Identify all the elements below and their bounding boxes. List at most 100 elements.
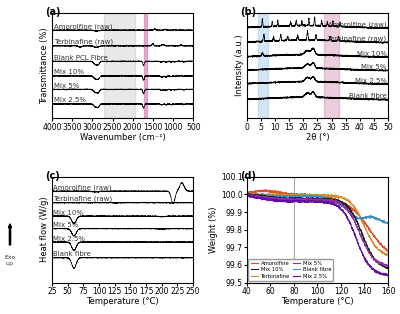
Mix 5% (259, 195, 264, 199)
Legend: Amorolfine, Mix 10%, Terbinafine, Mix 5%, Blank fibre, Mix 2.5%: Amorolfine, Mix 10%, Terbinafine, Mix 5%… (248, 259, 333, 281)
Mix 5% (244, 193, 249, 197)
Terbinafine (342, 197, 346, 201)
Mix 2.5% (259, 196, 264, 200)
Terbinafine (307, 193, 312, 197)
Amorolfine (342, 202, 346, 206)
Mix 10% (386, 267, 390, 270)
Blank fibre (259, 193, 264, 197)
Amorolfine (307, 194, 312, 198)
Terbinafine (355, 210, 360, 214)
Text: (c): (c) (45, 171, 60, 181)
Text: Mix 5%: Mix 5% (54, 83, 79, 89)
Amorolfine (259, 190, 264, 194)
Mix 5% (355, 225, 360, 228)
Text: Terbinafine (raw): Terbinafine (raw) (54, 39, 113, 45)
Terbinafine (266, 192, 271, 195)
Text: Blank fibre: Blank fibre (53, 251, 91, 257)
Bar (144, 13, 147, 118)
Mix 2.5% (244, 195, 249, 198)
Mix 10% (386, 266, 390, 270)
Text: Amorolfine (raw): Amorolfine (raw) (53, 184, 112, 191)
Mix 5% (252, 193, 256, 197)
Mix 2.5% (386, 274, 390, 278)
Terbinafine (357, 214, 362, 218)
Text: Terbinafine (raw): Terbinafine (raw) (328, 36, 386, 42)
Blank fibre (302, 195, 306, 199)
Mix 2.5% (355, 238, 360, 242)
Amorolfine (244, 192, 249, 195)
Blank fibre (244, 192, 249, 196)
Text: Amorolfine (raw): Amorolfine (raw) (328, 21, 386, 28)
Bar (258, 13, 268, 118)
Blank fibre (342, 205, 346, 209)
X-axis label: Wavenumber (cm⁻¹): Wavenumber (cm⁻¹) (80, 133, 166, 142)
X-axis label: Temperature (°C): Temperature (°C) (281, 297, 354, 306)
Mix 5% (357, 231, 362, 235)
Y-axis label: Weight (%): Weight (%) (209, 206, 218, 253)
Bar (324, 13, 338, 118)
Mix 2.5% (302, 199, 306, 203)
Text: Mix 5%: Mix 5% (361, 64, 386, 70)
Mix 10% (244, 192, 249, 196)
Line: Mix 5%: Mix 5% (247, 195, 388, 267)
Bar (104, 13, 135, 118)
Text: (d): (d) (240, 171, 256, 181)
Text: (a): (a) (45, 7, 60, 17)
X-axis label: Temperature (°C): Temperature (°C) (86, 297, 159, 306)
Mix 2.5% (342, 211, 346, 214)
Mix 2.5% (384, 274, 389, 278)
Amorolfine (357, 213, 362, 217)
Mix 5% (342, 204, 346, 208)
Mix 10% (259, 194, 264, 198)
Terbinafine (259, 193, 264, 197)
Line: Mix 10%: Mix 10% (247, 193, 388, 268)
Text: Blank fibre: Blank fibre (349, 93, 386, 99)
Text: Terbinafine (raw): Terbinafine (raw) (53, 196, 112, 202)
Amorolfine (302, 193, 306, 197)
Line: Mix 2.5%: Mix 2.5% (247, 195, 388, 276)
Mix 5% (302, 198, 306, 202)
Text: Mix 10%: Mix 10% (54, 69, 84, 75)
Terbinafine (302, 193, 306, 197)
Text: Mix 5%: Mix 5% (53, 222, 79, 228)
Text: Mix 10%: Mix 10% (53, 210, 83, 216)
Blank fibre (357, 216, 362, 220)
Amorolfine (355, 211, 360, 215)
Y-axis label: Intensity (a.u.): Intensity (a.u.) (235, 35, 244, 96)
Amorolfine (385, 249, 390, 253)
Text: Exo
up: Exo up (4, 255, 16, 266)
Mix 10% (342, 202, 346, 205)
Blank fibre (386, 222, 390, 225)
Mix 10% (246, 192, 251, 195)
Terbinafine (244, 193, 249, 197)
Text: Amorolfine (raw): Amorolfine (raw) (54, 23, 113, 30)
Amorolfine (263, 188, 268, 192)
Mix 2.5% (307, 200, 312, 204)
Terbinafine (384, 253, 389, 257)
X-axis label: 2θ (°): 2θ (°) (306, 133, 329, 142)
Mix 2.5% (357, 245, 362, 249)
Line: Terbinafine: Terbinafine (247, 193, 388, 255)
Mix 5% (386, 265, 390, 268)
Mix 10% (355, 220, 360, 224)
Mix 10% (357, 226, 362, 230)
Line: Amorolfine: Amorolfine (247, 190, 388, 251)
Text: Blank PCL Fibre: Blank PCL Fibre (54, 55, 108, 61)
Y-axis label: Heat flow (W/g): Heat flow (W/g) (40, 197, 49, 263)
Mix 2.5% (246, 193, 250, 197)
Line: Blank fibre: Blank fibre (247, 193, 388, 224)
Blank fibre (355, 216, 360, 219)
Text: Mix 2.5%: Mix 2.5% (53, 236, 85, 241)
Blank fibre (307, 194, 312, 198)
Terbinafine (386, 252, 390, 256)
Amorolfine (386, 249, 390, 253)
Text: Mix 2.5%: Mix 2.5% (54, 97, 86, 103)
Mix 10% (302, 197, 306, 201)
Text: (b): (b) (240, 7, 256, 17)
Mix 5% (307, 198, 312, 202)
Y-axis label: Transmittance (%): Transmittance (%) (40, 27, 49, 104)
Text: Mix 2.5%: Mix 2.5% (354, 78, 386, 84)
Mix 10% (307, 197, 312, 201)
Text: Mix 10%: Mix 10% (356, 51, 386, 57)
Blank fibre (249, 192, 254, 195)
